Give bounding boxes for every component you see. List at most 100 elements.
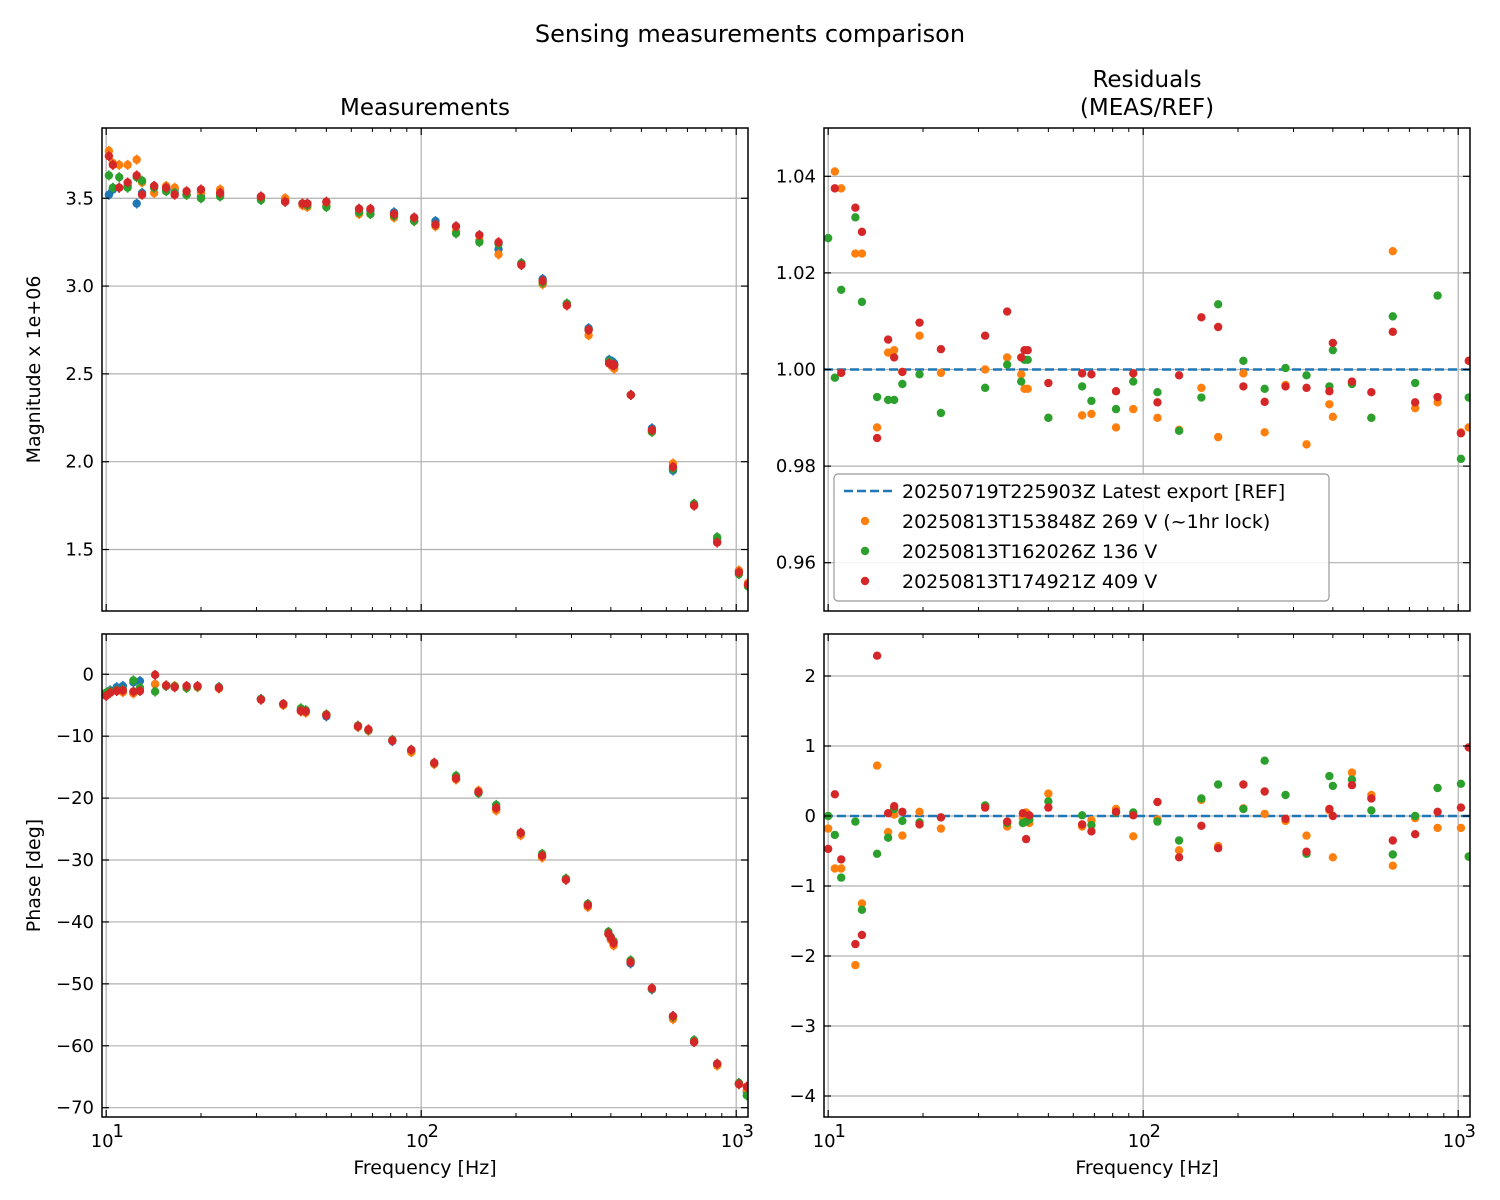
mag-ytick-label: 2.0: [65, 452, 94, 473]
phase_res-xtick-exponent: 1: [834, 1121, 845, 1142]
mag-point-s3: [256, 192, 266, 201]
phase-point-s3: [214, 683, 224, 693]
mag_res-point-s3: [1017, 353, 1026, 362]
mag_res-point-s3: [1281, 382, 1290, 391]
mag_res-point-s3: [1153, 398, 1162, 407]
mag-point-s3: [354, 204, 364, 213]
mag-point-s1: [115, 160, 124, 170]
mag_res-point-s3: [1388, 327, 1398, 337]
phase-point-s3: [322, 710, 331, 720]
phase-point-s2: [742, 1091, 748, 1100]
mag_res-point-s1: [837, 184, 846, 193]
phase_res-point-s3: [837, 855, 846, 864]
mag_res-point-s2: [883, 395, 893, 405]
mag_res-point-s3: [936, 345, 946, 354]
phase-xtick-label: 10: [406, 1131, 429, 1152]
mag_res-point-s2: [1433, 291, 1442, 300]
mag-axes: 1.5 2.0 2.5 3.0 3.5 Measurements Magnitude x 1…: [23, 95, 749, 612]
phase-point-s2: [129, 676, 138, 685]
mag_res-point-s2: [1213, 300, 1223, 309]
mag_res-point-s1: [1302, 440, 1311, 449]
phase_res-ytick-label: 1: [805, 736, 816, 757]
phase_res-point-s1: [1174, 846, 1184, 855]
phase_res-point-s2: [872, 849, 882, 858]
phase_res-point-s2: [1281, 790, 1290, 800]
mag-point-s2: [104, 171, 114, 180]
phase_res-xtick-exponent: 2: [1149, 1121, 1160, 1142]
phase_res-ytick-label: −2: [789, 946, 816, 967]
mag_res-point-s3: [1087, 370, 1096, 379]
mag-point-s3: [451, 222, 461, 231]
mag_res-point-s1: [1017, 370, 1026, 379]
mag_res-point-s3: [1260, 397, 1269, 407]
mag_res-point-s2: [851, 213, 860, 222]
mag-ytick-label: 1.5: [65, 540, 94, 561]
phase-point-s3: [626, 957, 635, 967]
mag-point-s3: [182, 187, 191, 196]
phase-ytick-label: −60: [56, 1036, 94, 1057]
mag_res-point-s1: [1197, 383, 1206, 393]
phase-point-s3: [118, 686, 128, 695]
mag_res-point-s3: [1464, 356, 1470, 366]
phase-point-ref: [135, 676, 145, 686]
mag_res-point-s3: [1197, 313, 1206, 322]
mag-title: Measurements: [340, 95, 510, 121]
phase-point-s3: [561, 875, 571, 885]
phase_res-point-s3: [1077, 820, 1087, 829]
legend-swatch-s1: [860, 516, 870, 526]
phase_res-point-s2: [1433, 783, 1442, 793]
phase_res-point-s3: [824, 844, 833, 854]
mag-point-s1: [132, 155, 141, 164]
phase_res-point-s3: [1021, 834, 1031, 844]
mag_res-point-s3: [1347, 377, 1357, 386]
mag_res-ytick-label: 0.96: [776, 553, 816, 574]
phase_res-point-s2: [1325, 771, 1334, 781]
phase_res-point-s1: [1260, 809, 1269, 819]
mag_res-point-s2: [898, 379, 907, 389]
mag_res-point-s3: [1213, 322, 1223, 332]
phase-point-s3: [193, 681, 202, 691]
phase_res-point-s1: [936, 824, 946, 833]
phase_res-point-s2: [1456, 779, 1466, 788]
phase_res-point-s2: [857, 905, 867, 914]
phase_res-point-s2: [1464, 852, 1470, 861]
phase-point-s3: [161, 681, 171, 690]
phase_res-point-s3: [830, 790, 840, 799]
mag-point-s3: [280, 197, 290, 206]
phase-frame: [101, 633, 749, 1118]
mag-point-s2: [137, 176, 147, 185]
mag_res-point-s2: [915, 370, 924, 379]
phase_res-point-s3: [1197, 821, 1206, 830]
mag-point-s3: [170, 190, 179, 199]
mag_res-point-s2: [1328, 345, 1338, 355]
phase-ytick-label: −50: [56, 974, 94, 995]
mag_res-point-s3: [830, 184, 840, 193]
phase-ytick-label: −40: [56, 912, 94, 933]
phase_res-point-s2: [1153, 817, 1162, 826]
mag-point-s2: [108, 183, 118, 192]
phase_res-xtick-label: 10: [813, 1131, 836, 1152]
mag-point-s3: [409, 213, 419, 222]
mag_res-point-s1: [1325, 400, 1334, 409]
mag_res-point-s1: [1002, 353, 1012, 362]
phase_res-point-s3: [898, 807, 907, 816]
phase_res-point-s1: [1044, 789, 1053, 798]
mag_res-point-s3: [1433, 392, 1442, 402]
phase-xtick-label: 10: [721, 1131, 744, 1152]
phase_res-point-s3: [1281, 814, 1290, 823]
phase-point-s3: [407, 745, 416, 754]
mag-frame: [101, 127, 749, 612]
phase_res-point-s2: [1044, 797, 1053, 806]
phase_res-point-s2: [1077, 811, 1087, 820]
mag-point-s3: [161, 183, 171, 192]
mag-point-s3: [108, 160, 118, 170]
phase-point-s3: [170, 683, 179, 692]
mag_res-point-s2: [1367, 413, 1376, 422]
mag_res-point-s2: [824, 233, 833, 243]
mag_res-point-s3: [898, 367, 907, 377]
phase_res-point-s3: [1002, 817, 1012, 826]
mag_res-point-s2: [1077, 382, 1087, 391]
mag_res-point-s1: [1464, 423, 1470, 432]
